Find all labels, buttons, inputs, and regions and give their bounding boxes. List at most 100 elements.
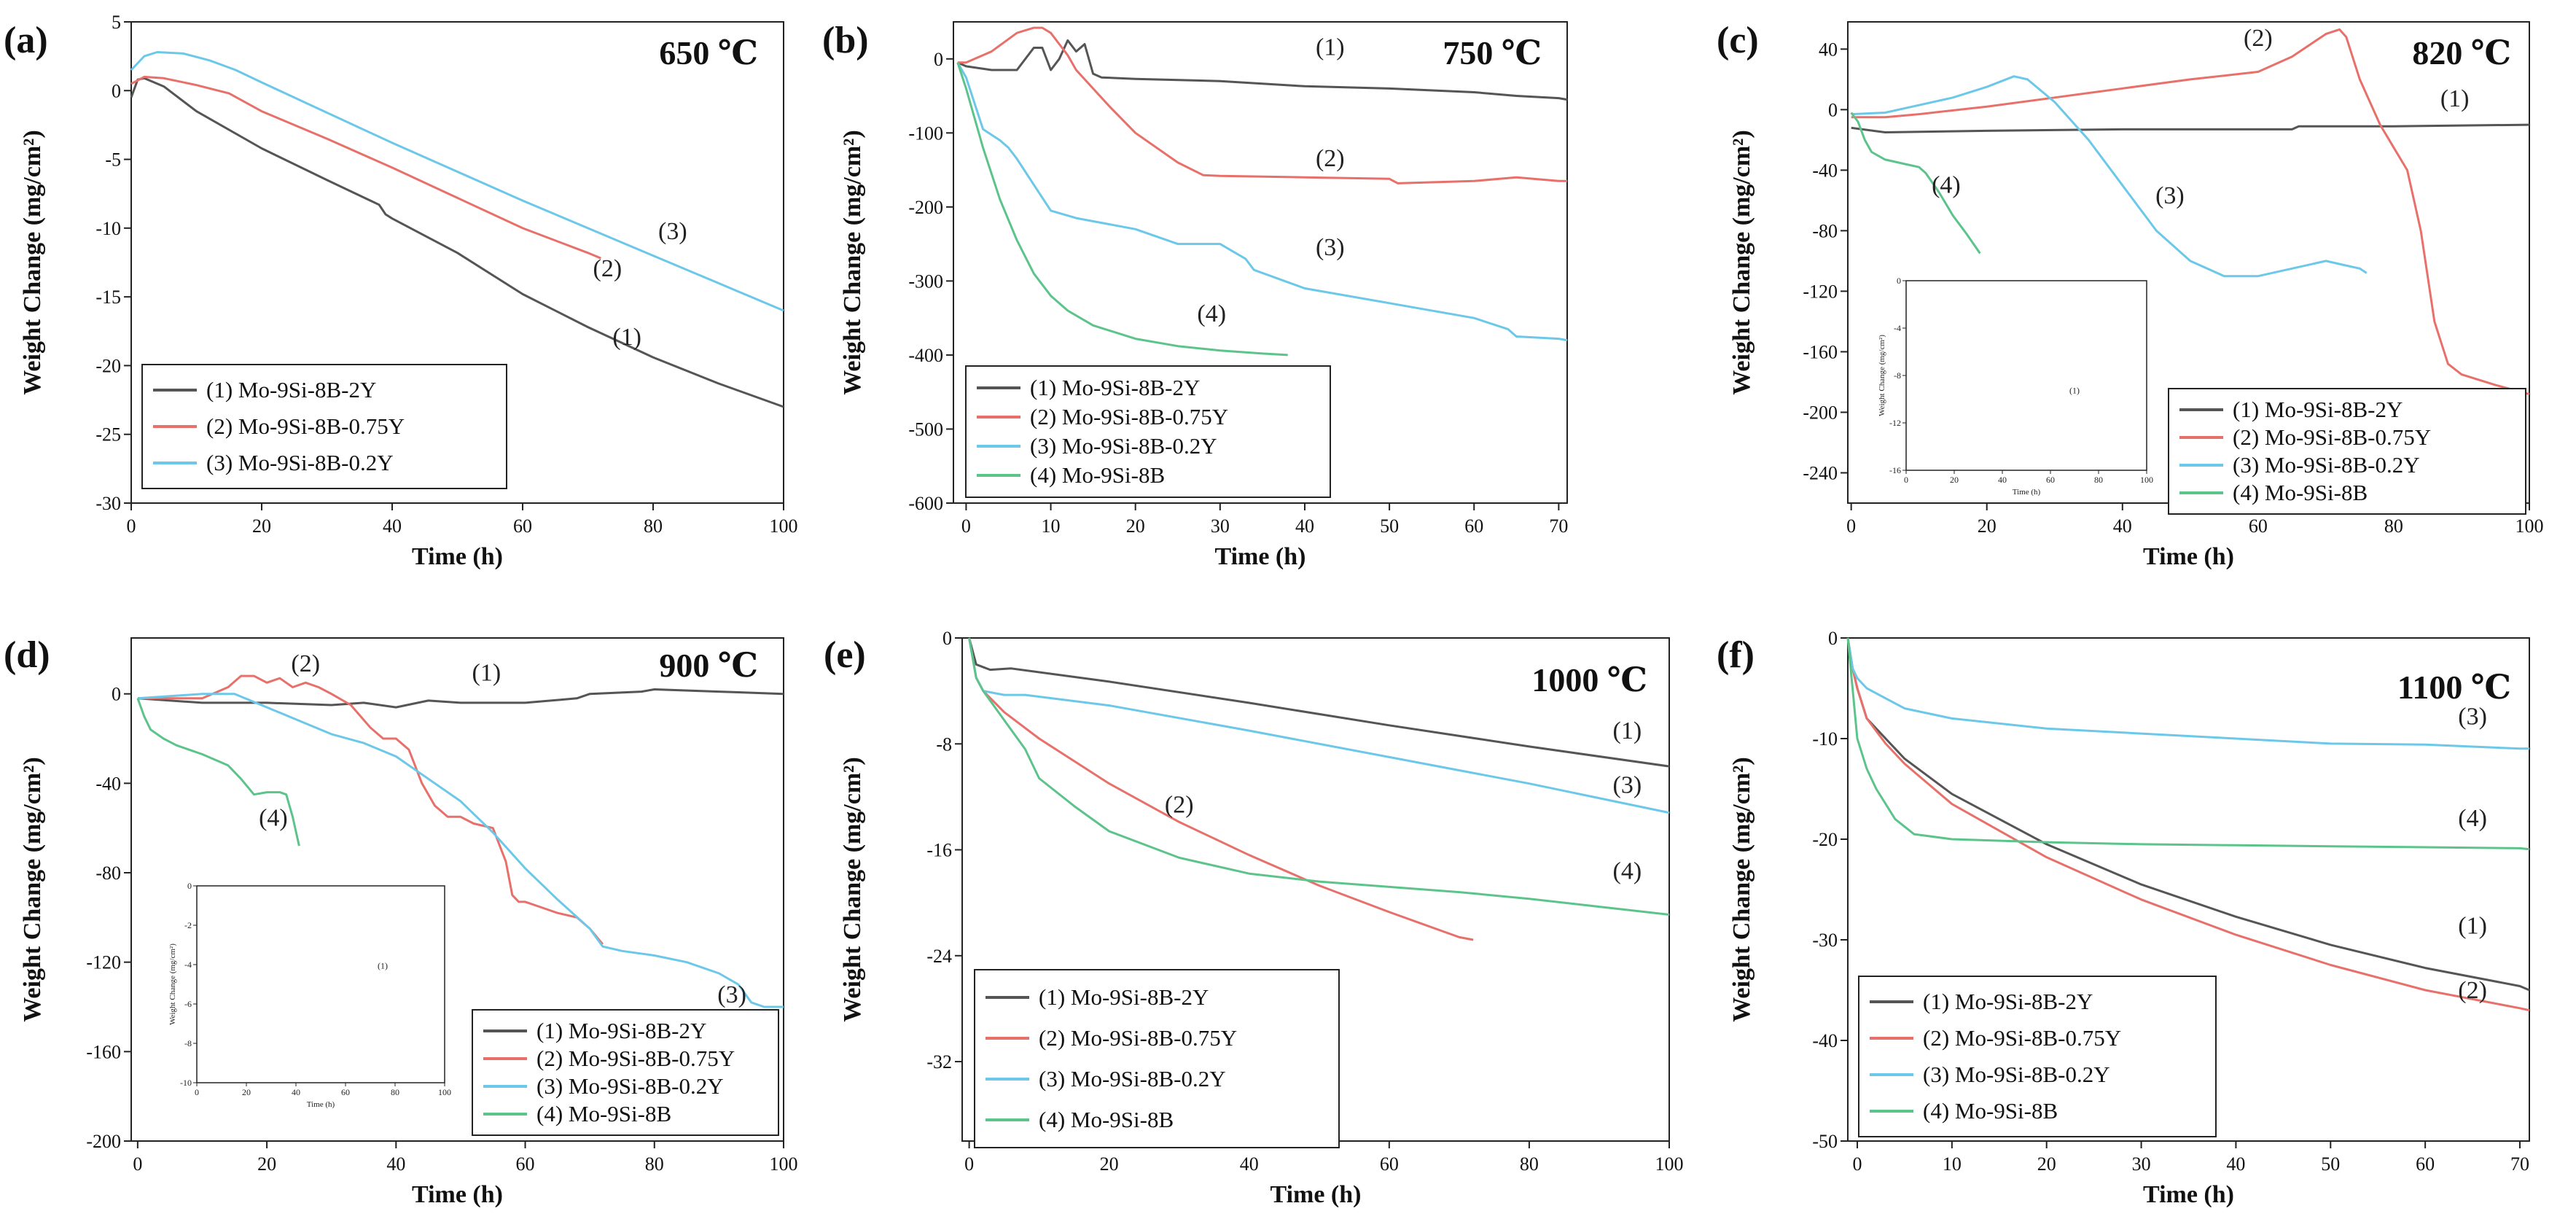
panel-label: (e): [824, 634, 866, 676]
x-tick-label: 100: [770, 1153, 798, 1175]
series-line-2: [968, 637, 1474, 941]
panel-label: (f): [1717, 634, 1755, 676]
series-line-2: [137, 674, 604, 946]
y-tick-label: -10: [95, 218, 121, 239]
x-tick-label: 0: [1846, 515, 1856, 537]
chart-panel-a: 0 20 40 60 80 100 5 0 -5 -10 -15 -20 -25 -30 Time (h) W…: [4, 12, 798, 570]
series-line-1: [137, 688, 784, 709]
x-axis-label: Time (h): [2143, 1181, 2234, 1208]
x-axis-label: Time (h): [2143, 543, 2234, 570]
x-tick-label: 0: [961, 515, 971, 537]
temperature-label: 1000 ℃: [1531, 661, 1647, 698]
x-tick-label: 80: [645, 1153, 664, 1175]
x-tick-label: 50: [2321, 1153, 2340, 1175]
legend-entry-3: (3) Mo-9Si-8B-0.2Y: [536, 1073, 724, 1099]
y-tick-label: -40: [1812, 1030, 1838, 1051]
y-tick-label: -300: [908, 270, 943, 292]
series-line-1: [1851, 123, 2530, 133]
y-tick-label: 0: [112, 80, 121, 101]
x-tick-label: 20: [1978, 515, 1997, 537]
x-tick-label: 100: [770, 515, 798, 537]
legend-box: [2168, 388, 2526, 515]
temperature-label: 650 ℃: [659, 34, 758, 71]
legend-entry-2: (2) Mo-9Si-8B-0.75Y: [1039, 1025, 1237, 1051]
x-tick-label: 40: [2226, 1153, 2245, 1175]
x-tick-label: 60: [516, 1153, 535, 1175]
y-tick-label: -40: [1812, 160, 1838, 181]
x-tick-label: 40: [386, 1153, 405, 1175]
temperature-label: 820 ℃: [2412, 34, 2511, 71]
legend-entry-3: (3) Mo-9Si-8B-0.2Y: [1923, 1062, 2110, 1087]
x-tick-label: 40: [2113, 515, 2132, 537]
series-line-3: [956, 62, 1568, 342]
curve-label-1: (1): [472, 659, 501, 686]
plot-frame: [953, 21, 1568, 504]
y-axis-label: Weight Change (mg/cm²): [19, 130, 46, 394]
inset-y-tick-label: -2: [184, 920, 192, 930]
inset-x-tick-label: 100: [438, 1087, 451, 1097]
inset-y-tick-label: -8: [184, 1038, 192, 1048]
y-tick-label: -8: [936, 733, 952, 755]
y-tick-label: -50: [1812, 1131, 1838, 1152]
plot-frame: [1847, 637, 2530, 1142]
x-tick-label: 30: [1211, 515, 1230, 537]
y-tick-label: 0: [1828, 99, 1838, 120]
legend: (1) Mo-9Si-8B-2Y (2) Mo-9Si-8B-0.75Y (3) M…: [974, 969, 1340, 1148]
legend-entry-4: (4) Mo-9Si-8B: [1039, 1107, 1174, 1132]
x-tick-label: 20: [1100, 1153, 1119, 1175]
inset-y-tick-label: 0: [1897, 276, 1901, 286]
temperature-label: 900 ℃: [659, 647, 758, 684]
legend-entry-1: (1) Mo-9Si-8B-2Y: [2233, 397, 2403, 422]
curve-label-2: (2): [1316, 145, 1345, 172]
legend-box: [965, 365, 1331, 498]
legend-entry-4: (4) Mo-9Si-8B: [1030, 462, 1165, 488]
legend-entry-2: (2) Mo-9Si-8B-0.75Y: [2233, 424, 2431, 450]
curve-label-2: (2): [2458, 977, 2487, 1004]
x-tick-label: 70: [2510, 1153, 2529, 1175]
x-tick-label: 10: [1943, 1153, 1962, 1175]
inset-y-axis-label: Weight Change (mg/cm²): [168, 943, 177, 1025]
legend-entry-1: (1) Mo-9Si-8B-2Y: [536, 1018, 706, 1043]
y-tick-label: -240: [1803, 462, 1838, 483]
inset-chart: 0 20 40 60 80 100 0 -2 -4 -6 -8 -10 Time (h) Weight C…: [166, 880, 452, 1113]
panel-label: (d): [4, 634, 50, 676]
legend-entry-1: (1) Mo-9Si-8B-2Y: [1030, 375, 1200, 400]
legend-box: [141, 364, 507, 489]
series-line-4: [968, 637, 1670, 916]
legend-entry-1: (1) Mo-9Si-8B-2Y: [1039, 984, 1209, 1010]
series-line-3: [130, 51, 784, 312]
x-tick-label: 60: [1464, 515, 1483, 537]
inset-y-tick-label: 0: [187, 881, 192, 891]
y-tick-label: 0: [112, 684, 121, 705]
x-tick-label: 40: [1240, 1153, 1259, 1175]
y-axis-label: Weight Change (mg/cm²): [839, 130, 866, 394]
y-tick-label: -500: [908, 419, 943, 440]
y-tick-label: -32: [926, 1051, 952, 1073]
curve-label-3: (3): [658, 218, 687, 245]
inset-x-tick-label: 0: [1904, 475, 1908, 485]
x-tick-label: 80: [2384, 515, 2403, 537]
series-line-2: [1846, 637, 2530, 1012]
inset-x-tick-label: 100: [2140, 475, 2153, 485]
plot-frame: [130, 637, 784, 1142]
curve-label-2: (2): [2244, 25, 2273, 52]
x-tick-label: 20: [1126, 515, 1145, 537]
y-tick-label: -15: [95, 287, 121, 308]
inset-y-tick-label: -12: [1889, 418, 1901, 428]
legend-entry-2: (2) Mo-9Si-8B-0.75Y: [536, 1046, 735, 1071]
legend-entry-1: (1) Mo-9Si-8B-2Y: [206, 377, 376, 402]
legend-box: [974, 969, 1340, 1148]
y-tick-label: -80: [1812, 220, 1838, 241]
inset-y-tick-label: -10: [180, 1078, 192, 1088]
legend-box: [1858, 976, 2217, 1137]
inset-curve-label: (1): [378, 960, 388, 970]
panel-label: (b): [822, 20, 869, 61]
y-axis-label: Weight Change (mg/cm²): [19, 757, 46, 1021]
plot-frame: [130, 21, 784, 504]
series-line-2: [130, 75, 601, 260]
y-tick-label: -30: [1812, 930, 1838, 951]
inset-curve-label: (1): [2069, 385, 2080, 395]
curve-label-3: (3): [2155, 182, 2185, 209]
y-tick-label: -160: [86, 1041, 121, 1062]
